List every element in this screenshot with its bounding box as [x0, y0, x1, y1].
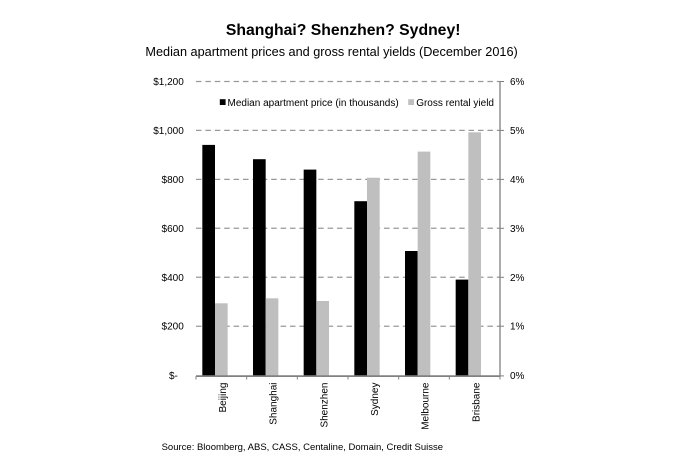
svg-text:Melbourne: Melbourne: [421, 382, 432, 430]
svg-text:Beijing: Beijing: [218, 383, 229, 413]
svg-text:1%: 1%: [510, 322, 525, 333]
svg-text:Shanghai? Shenzhen? Sydney!: Shanghai? Shenzhen? Sydney!: [226, 22, 461, 39]
svg-text:3%: 3%: [510, 224, 525, 235]
svg-text:0%: 0%: [510, 371, 525, 382]
svg-text:Gross rental yield: Gross rental yield: [416, 98, 494, 109]
svg-text:Brisbane: Brisbane: [471, 382, 482, 422]
svg-text:Median apartment price (in tho: Median apartment price (in thousands): [228, 98, 399, 109]
svg-text:6%: 6%: [510, 77, 525, 88]
svg-text:$1,200: $1,200: [153, 77, 184, 88]
svg-text:Shenzhen: Shenzhen: [319, 383, 330, 428]
svg-text:4%: 4%: [510, 175, 525, 186]
svg-text:5%: 5%: [510, 126, 525, 137]
svg-text:$800: $800: [162, 175, 185, 186]
svg-text:Shanghai: Shanghai: [269, 383, 280, 425]
svg-text:$-: $-: [169, 371, 178, 382]
svg-text:2%: 2%: [510, 273, 525, 284]
svg-text:Sydney: Sydney: [370, 383, 381, 416]
svg-text:$600: $600: [162, 224, 185, 235]
svg-text:Source: Bloomberg, ABS, CASS,: Source: Bloomberg, ABS, CASS, Centaline,…: [162, 442, 443, 453]
svg-text:$1,000: $1,000: [153, 126, 184, 137]
svg-text:Median apartment prices and gr: Median apartment prices and gross rental…: [145, 45, 517, 59]
svg-text:$200: $200: [162, 322, 185, 333]
svg-text:$400: $400: [162, 273, 185, 284]
